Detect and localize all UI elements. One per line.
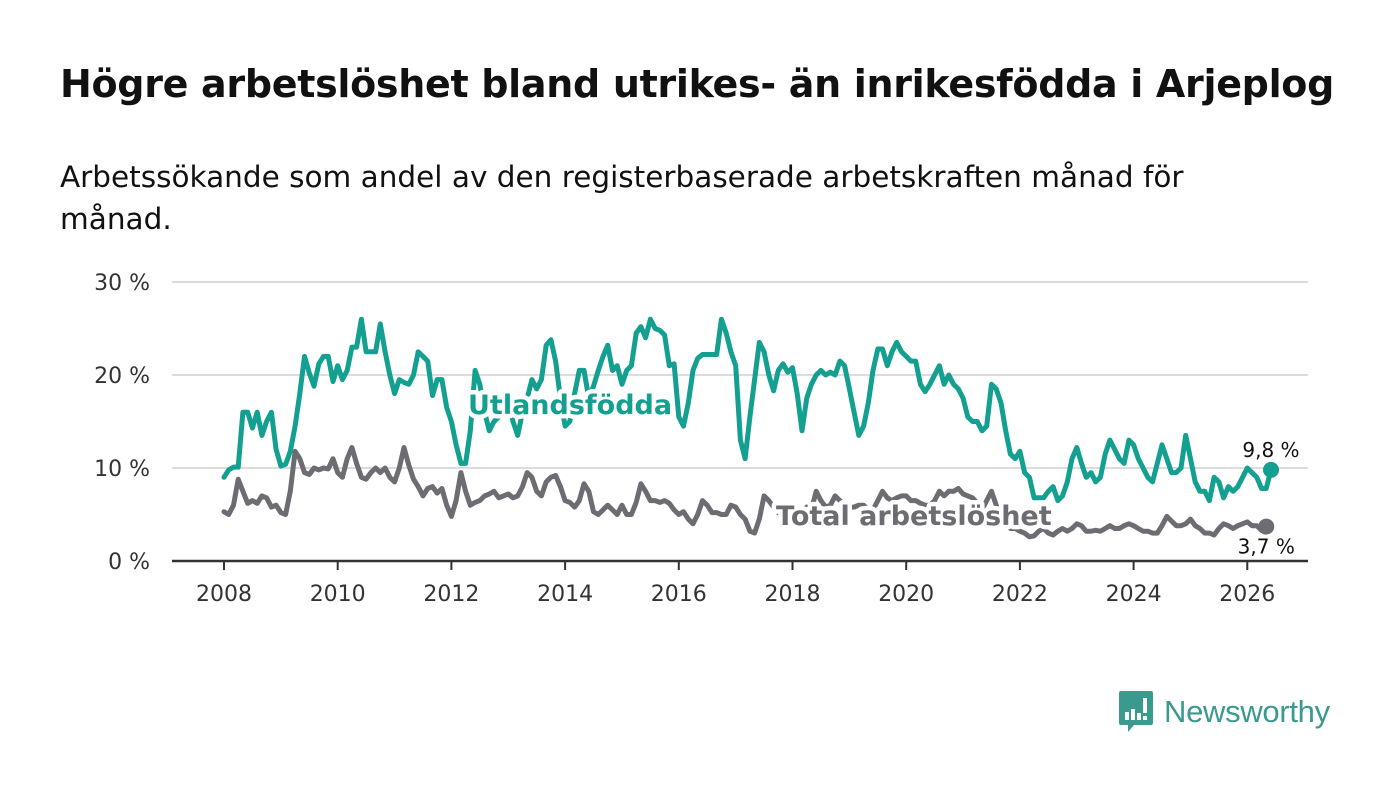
brand-name: Newsworthy xyxy=(1164,694,1330,729)
y-tick-label: 30 % xyxy=(94,271,150,296)
series-label-utlandsfodda: Utlandsfödda xyxy=(468,390,672,421)
series-line-total xyxy=(221,445,1269,540)
series-line-utlandsfodda xyxy=(221,316,1274,504)
end-value-label-utlandsfodda: 9,8 % xyxy=(1242,438,1299,462)
end-point-marker xyxy=(1258,518,1275,535)
y-tick-label: 10 % xyxy=(94,457,150,482)
end-markers: 9,8 % 3,7 % xyxy=(1238,438,1300,559)
x-tick-label: 2020 xyxy=(878,582,934,607)
y-tick-label: 0 % xyxy=(108,550,150,575)
x-tick-label: 2010 xyxy=(310,582,366,607)
x-tick-label: 2026 xyxy=(1219,582,1275,607)
x-tick-label: 2016 xyxy=(651,582,707,607)
chart-title: Högre arbetslöshet bland utrikes- än inr… xyxy=(60,62,1335,106)
x-tick-label: 2014 xyxy=(537,582,593,607)
x-tick-label: 2022 xyxy=(992,582,1048,607)
series-label-total: Total arbetslöshet xyxy=(776,501,1052,532)
x-axis: 2008 2010 2012 2014 2016 2018 2020 2022 2024 2026 xyxy=(172,559,1308,607)
end-point-marker xyxy=(1262,461,1279,478)
y-axis: 0 % 10 % 20 % 30 % xyxy=(94,271,150,575)
newsworthy-logo: Newsworthy xyxy=(1118,690,1330,734)
series-lines xyxy=(221,316,1274,540)
series-labels: Utlandsfödda Total arbetslöshet xyxy=(464,386,1057,537)
x-tick-label: 2018 xyxy=(765,582,821,607)
x-tick-label: 2012 xyxy=(423,582,479,607)
y-tick-label: 20 % xyxy=(94,364,150,389)
x-tick-label: 2008 xyxy=(196,582,252,607)
gridlines xyxy=(172,281,1308,469)
bar-chart-speech-bubble-icon xyxy=(1119,691,1153,732)
end-value-label-total: 3,7 % xyxy=(1238,535,1295,559)
x-tick-label: 2024 xyxy=(1106,582,1162,607)
chart-subtitle: Arbetssökande som andel av den registerb… xyxy=(60,160,1184,236)
